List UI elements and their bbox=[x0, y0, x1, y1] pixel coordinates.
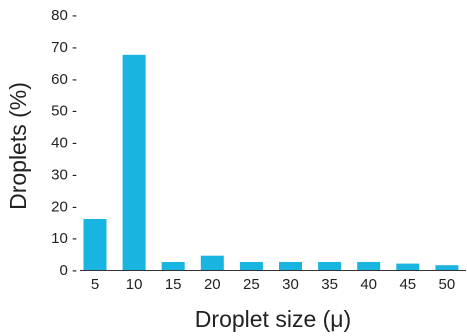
y-tick-label: 0 - bbox=[59, 262, 77, 279]
y-tick-label: 70 - bbox=[51, 39, 77, 56]
bar-45 bbox=[396, 263, 420, 270]
x-tick-label: 5 bbox=[91, 276, 99, 293]
bar-30 bbox=[279, 262, 302, 270]
x-tick-label: 25 bbox=[243, 276, 260, 293]
x-tick-label: 35 bbox=[321, 276, 338, 293]
y-tick-label: 60 - bbox=[51, 71, 77, 88]
bars-group bbox=[83, 54, 459, 270]
x-tick-label: 15 bbox=[165, 276, 182, 293]
y-tick-label: 80 - bbox=[51, 7, 77, 24]
y-tick-label: 20 - bbox=[51, 198, 77, 215]
x-tick-labels: 5 10 15 20 25 30 35 40 45 50 bbox=[91, 276, 455, 293]
x-tick-label: 30 bbox=[282, 276, 299, 293]
bar-40 bbox=[357, 262, 381, 270]
x-tick-label: 45 bbox=[399, 276, 416, 293]
y-tick-label: 40 - bbox=[51, 135, 77, 152]
x-tick-label: 10 bbox=[126, 276, 143, 293]
bar-25 bbox=[239, 262, 263, 270]
y-axis-title: Droplets (%) bbox=[5, 82, 31, 210]
bar-5 bbox=[83, 219, 107, 270]
x-tick-label: 50 bbox=[439, 276, 456, 293]
x-axis-title: Droplet size (μ) bbox=[195, 306, 351, 332]
y-tick-label: 50 - bbox=[51, 103, 77, 120]
y-tick-label: 10 - bbox=[51, 230, 77, 247]
x-tick-label: 40 bbox=[360, 276, 377, 293]
bar-15 bbox=[161, 262, 185, 270]
x-tick-label: 20 bbox=[204, 276, 221, 293]
y-tick-labels: 0 - 10 - 20 - 30 - 40 - 50 - 60 - 70 - 80 - bbox=[51, 7, 77, 279]
y-tick-label: 30 - bbox=[51, 166, 77, 183]
bar-20 bbox=[200, 255, 224, 270]
bar-10 bbox=[122, 54, 146, 270]
bar-50 bbox=[435, 265, 459, 270]
bar-35 bbox=[318, 262, 342, 270]
